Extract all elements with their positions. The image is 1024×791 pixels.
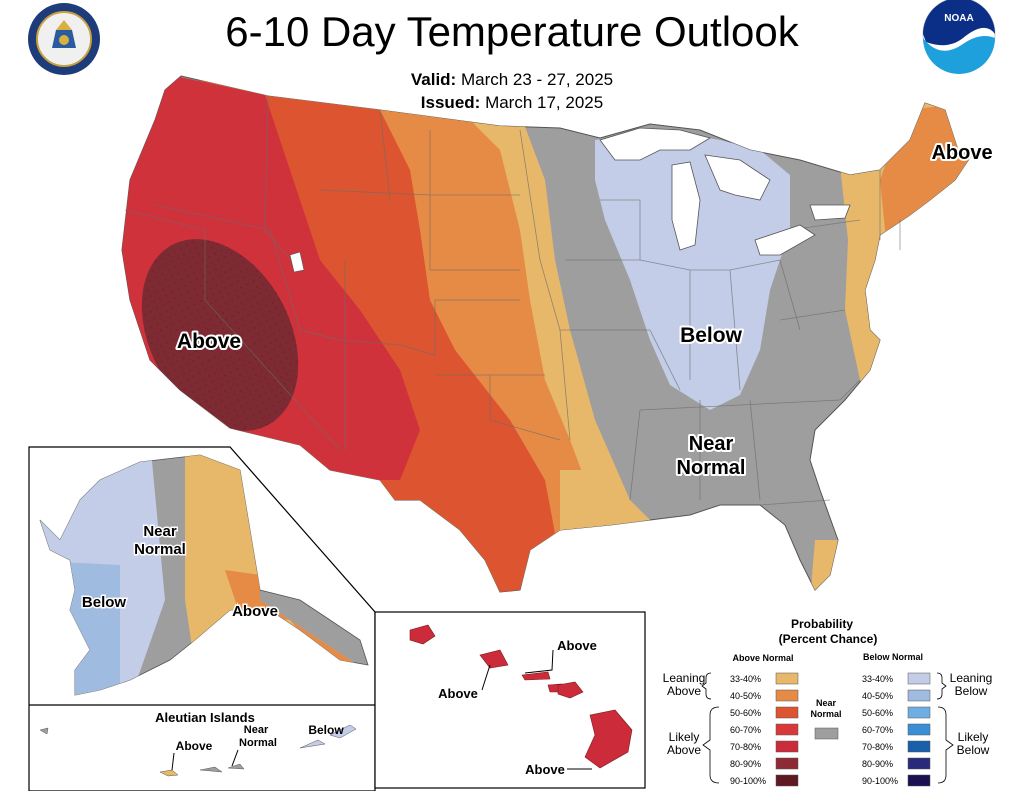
label-aleutian-near: Near (244, 724, 269, 736)
legend-below-swatch-4 (907, 740, 931, 753)
label-aleutian-normal: Normal (239, 737, 277, 749)
legend-title-1: Probability (791, 617, 853, 631)
legend-above-swatch-4 (775, 740, 799, 753)
legend-above-label-0: 33-40% (730, 674, 761, 684)
label-alaska-below: Below (82, 594, 127, 611)
noaa-text: NOAA (944, 13, 973, 24)
legend-below-label-6: 90-100% (862, 776, 898, 786)
legend-below-swatch-6 (907, 774, 931, 787)
legend-likely-above-1: Likely (669, 730, 700, 744)
legend-above-swatch-2 (775, 706, 799, 719)
legend-below-swatches: 33-40% 40-50% 50-60% 60-70% 70-80% 80-90% 90-1… (862, 672, 931, 787)
legend-below-swatch-1 (907, 689, 931, 702)
legend-above-swatch-1 (775, 689, 799, 702)
legend-below-label-3: 60-70% (862, 725, 893, 735)
legend-below-label-1: 40-50% (862, 691, 893, 701)
issued-line: Issued: March 17, 2025 (0, 93, 1024, 113)
issued-value: March 17, 2025 (485, 93, 604, 112)
label-alaska-normal: Normal (134, 541, 186, 558)
legend-leaning-below-2: Below (955, 684, 988, 698)
label-hawaii-above-ne: Above (557, 638, 597, 653)
legend-below-swatch-2 (907, 706, 931, 719)
legend: Probability (Percent Chance) Above Norma… (663, 617, 993, 787)
legend-near-swatch (814, 727, 839, 740)
valid-value: March 23 - 27, 2025 (460, 70, 614, 89)
label-hawaii-above-s: Above (525, 762, 565, 777)
label-southeast-near: Near (689, 433, 734, 455)
label-alaska-above: Above (232, 603, 278, 620)
legend-below-label-0: 33-40% (862, 674, 893, 684)
noaa-logo-icon: NOAA (922, 0, 996, 74)
legend-above-label-3: 60-70% (730, 725, 761, 735)
label-aleutian-above: Above (176, 739, 213, 753)
valid-label: Valid: (410, 70, 457, 89)
page-title: 6-10 Day Temperature Outlook (225, 8, 799, 55)
hawaii-inset: Above Above Above (374, 611, 646, 789)
legend-below-swatch-0 (907, 672, 931, 685)
label-aleutian-below: Below (308, 723, 344, 737)
state-borders (124, 95, 901, 506)
legend-near-1: Near (816, 698, 837, 708)
legend-leaning-below-1: Leaning (950, 671, 993, 685)
commerce-seal-icon (28, 3, 100, 75)
zone-northeast-above (880, 100, 975, 260)
legend-above-label-2: 50-60% (730, 708, 761, 718)
legend-below-header: Below Normal (863, 652, 923, 662)
legend-likely-above-2: Above (667, 743, 701, 757)
label-west-above: Above (177, 330, 241, 353)
issued-label: Issued: (420, 93, 481, 112)
great-lakes (599, 127, 851, 256)
conus-labels: Above Above Below Near Normal (175, 140, 995, 481)
legend-below-label-2: 50-60% (862, 708, 893, 718)
legend-below-label-5: 80-90% (862, 759, 893, 769)
legend-above-swatch-3 (775, 723, 799, 736)
legend-below-swatch-5 (907, 757, 931, 770)
legend-title-2: (Percent Chance) (779, 632, 878, 646)
label-alaska-near: Near (143, 523, 177, 540)
legend-leaning-above-1: Leaning (663, 671, 706, 685)
alaska-inset: Near Normal Below Above Aleutian Islands… (28, 446, 376, 791)
label-midwest-below: Below (680, 324, 743, 347)
legend-above-label-6: 90-100% (730, 776, 766, 786)
legend-above-swatch-0 (775, 672, 799, 685)
legend-near-2: Normal (810, 709, 841, 719)
legend-above-swatch-6 (775, 774, 799, 787)
label-southeast-normal: Normal (677, 457, 746, 479)
legend-likely-below-1: Likely (958, 730, 989, 744)
legend-above-header: Above Normal (732, 653, 793, 663)
legend-above-label-4: 70-80% (730, 742, 761, 752)
legend-above-label-5: 80-90% (730, 759, 761, 769)
aleutian-title: Aleutian Islands (155, 710, 255, 725)
legend-above-label-1: 40-50% (730, 691, 761, 701)
legend-leaning-above-2: Above (667, 684, 701, 698)
label-northeast-above: Above (931, 142, 992, 164)
legend-above-swatch-5 (775, 757, 799, 770)
legend-likely-below-2: Below (957, 743, 990, 757)
legend-below-label-4: 70-80% (862, 742, 893, 752)
legend-below-swatch-3 (907, 723, 931, 736)
valid-line: Valid: March 23 - 27, 2025 (0, 70, 1024, 90)
label-hawaii-above-w: Above (438, 686, 478, 701)
legend-above-swatches: 33-40% 40-50% 50-60% 60-70% 70-80% 80-90% 90-1… (730, 672, 799, 787)
